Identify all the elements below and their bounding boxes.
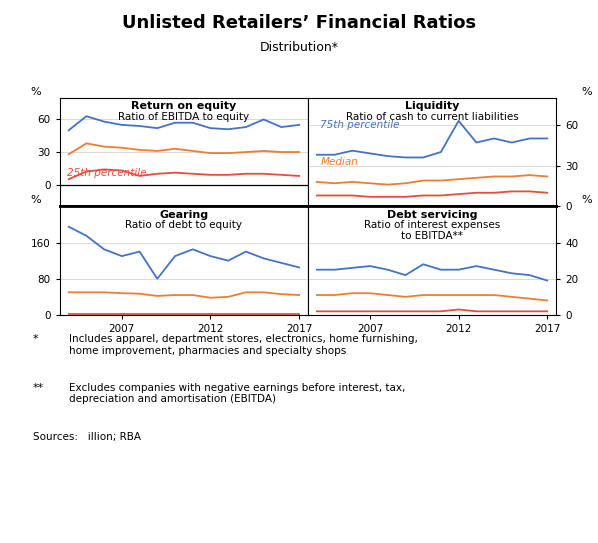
- Text: Return on equity: Return on equity: [131, 101, 237, 111]
- Text: Includes apparel, department stores, electronics, home furnishing,
home improvem: Includes apparel, department stores, ele…: [69, 334, 417, 356]
- Text: Excludes companies with negative earnings before interest, tax,
depreciation and: Excludes companies with negative earning…: [69, 383, 405, 405]
- Text: Gearing: Gearing: [159, 210, 209, 219]
- Text: Median: Median: [321, 157, 358, 167]
- Text: %: %: [581, 87, 591, 97]
- Text: to EBITDA**: to EBITDA**: [401, 231, 463, 241]
- Text: Unlisted Retailers’ Financial Ratios: Unlisted Retailers’ Financial Ratios: [122, 14, 476, 31]
- Text: *: *: [33, 334, 38, 344]
- Text: Ratio of EBITDA to equity: Ratio of EBITDA to equity: [118, 112, 249, 122]
- Text: **: **: [33, 383, 44, 393]
- Text: Ratio of cash to current liabilities: Ratio of cash to current liabilities: [346, 112, 518, 122]
- Text: Liquidity: Liquidity: [405, 101, 459, 111]
- Text: Debt servicing: Debt servicing: [387, 210, 477, 219]
- Text: Distribution*: Distribution*: [260, 41, 338, 54]
- Text: %: %: [30, 87, 41, 97]
- Text: Sources:   illion; RBA: Sources: illion; RBA: [33, 432, 141, 441]
- Text: %: %: [581, 195, 591, 205]
- Text: Ratio of interest expenses: Ratio of interest expenses: [364, 220, 500, 230]
- Text: 25th percentile: 25th percentile: [67, 168, 147, 178]
- Text: %: %: [30, 195, 41, 205]
- Text: 75th percentile: 75th percentile: [321, 120, 400, 130]
- Text: Ratio of debt to equity: Ratio of debt to equity: [126, 220, 242, 230]
